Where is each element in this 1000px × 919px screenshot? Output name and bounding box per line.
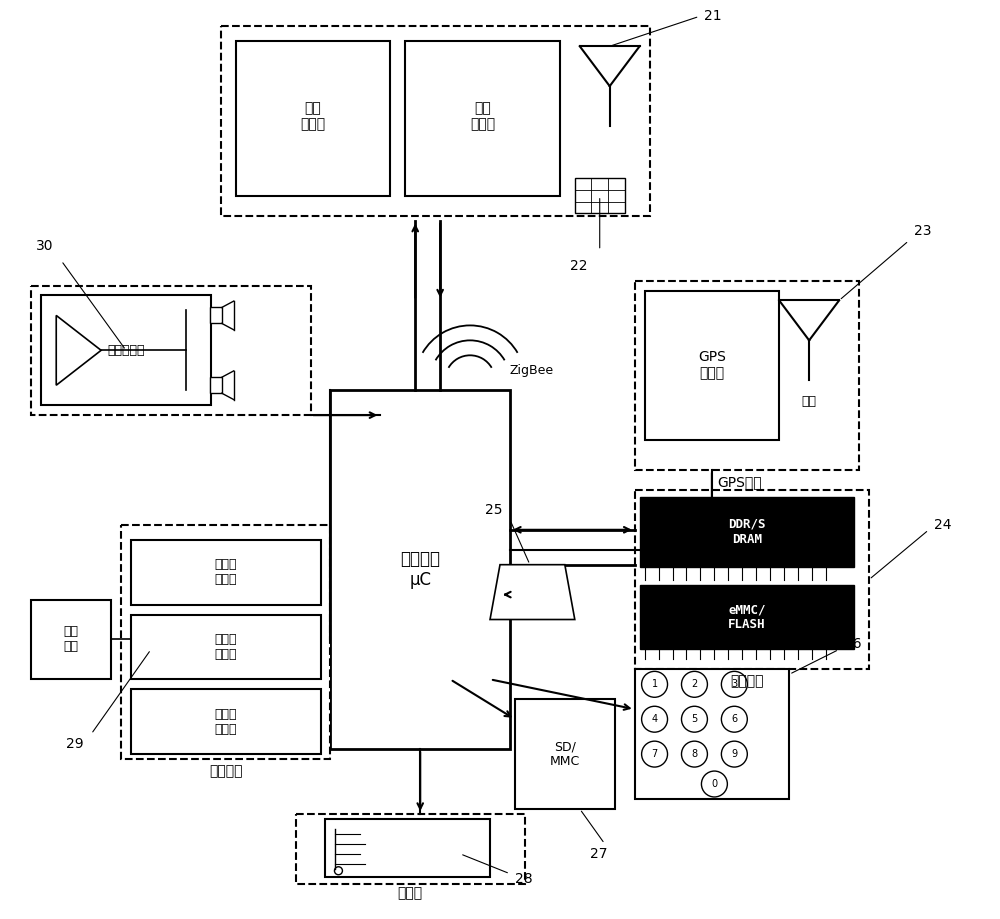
Text: eMMC/
FLASH: eMMC/ FLASH — [728, 603, 766, 631]
Text: SD/
MMC: SD/ MMC — [550, 740, 580, 768]
Text: 供电系
应源统: 供电系 应源统 — [215, 558, 237, 586]
Text: 2: 2 — [691, 679, 698, 689]
Text: 1: 1 — [652, 679, 658, 689]
Bar — [210, 377, 222, 393]
Bar — [515, 699, 615, 809]
Bar — [31, 599, 111, 679]
Text: 音频编解码: 音频编解码 — [107, 344, 145, 357]
Bar — [41, 296, 211, 405]
Text: 天线: 天线 — [802, 395, 817, 408]
Text: 射频
发射机: 射频 发射机 — [300, 101, 326, 131]
Text: 0: 0 — [711, 779, 717, 789]
Text: 5: 5 — [691, 714, 698, 724]
Bar — [635, 490, 869, 669]
Bar — [640, 584, 854, 650]
Text: 22: 22 — [570, 258, 587, 273]
Bar — [296, 814, 525, 884]
Text: 29: 29 — [66, 737, 84, 751]
Text: 供电外
应源设: 供电外 应源设 — [215, 708, 237, 736]
Bar — [575, 178, 625, 213]
Text: DDR/S
DRAM: DDR/S DRAM — [728, 517, 766, 546]
Text: 30: 30 — [36, 239, 54, 253]
Bar — [210, 308, 222, 323]
Bar — [645, 290, 779, 440]
Text: ZigBee: ZigBee — [510, 364, 554, 377]
Bar — [221, 27, 650, 216]
Text: 显示器: 显示器 — [398, 886, 423, 900]
Bar — [325, 819, 490, 877]
Polygon shape — [490, 564, 575, 619]
Text: 射频
接收机: 射频 接收机 — [470, 101, 495, 131]
Text: 存储单元: 存储单元 — [730, 675, 764, 688]
Text: 6: 6 — [731, 714, 737, 724]
Bar — [131, 689, 320, 754]
Text: 21: 21 — [704, 9, 722, 23]
Text: 微处理器
μC: 微处理器 μC — [400, 550, 440, 589]
Bar — [131, 615, 320, 679]
Text: 电源供应: 电源供应 — [209, 764, 243, 778]
Text: 7: 7 — [651, 749, 658, 759]
Text: 26: 26 — [844, 638, 862, 652]
Bar — [640, 497, 854, 567]
Text: 25: 25 — [485, 503, 503, 516]
Text: 27: 27 — [590, 846, 607, 861]
Text: 3: 3 — [731, 679, 737, 689]
Text: GPS单元: GPS单元 — [717, 475, 762, 489]
Polygon shape — [56, 315, 101, 385]
Text: 23: 23 — [914, 223, 931, 238]
Bar — [635, 669, 789, 799]
Bar — [330, 391, 510, 749]
Text: 28: 28 — [515, 872, 533, 886]
Bar — [121, 525, 330, 759]
Bar — [635, 280, 859, 470]
Text: 供电存
应源储: 供电存 应源储 — [215, 633, 237, 661]
Text: GPS
接收机: GPS 接收机 — [698, 350, 726, 380]
Bar — [236, 41, 390, 196]
Text: 24: 24 — [934, 517, 951, 532]
Text: 电池
输入: 电池 输入 — [64, 626, 79, 653]
Text: 8: 8 — [691, 749, 698, 759]
Bar — [31, 286, 311, 415]
Bar — [405, 41, 560, 196]
Text: 9: 9 — [731, 749, 737, 759]
Text: 4: 4 — [652, 714, 658, 724]
Bar — [131, 539, 320, 605]
